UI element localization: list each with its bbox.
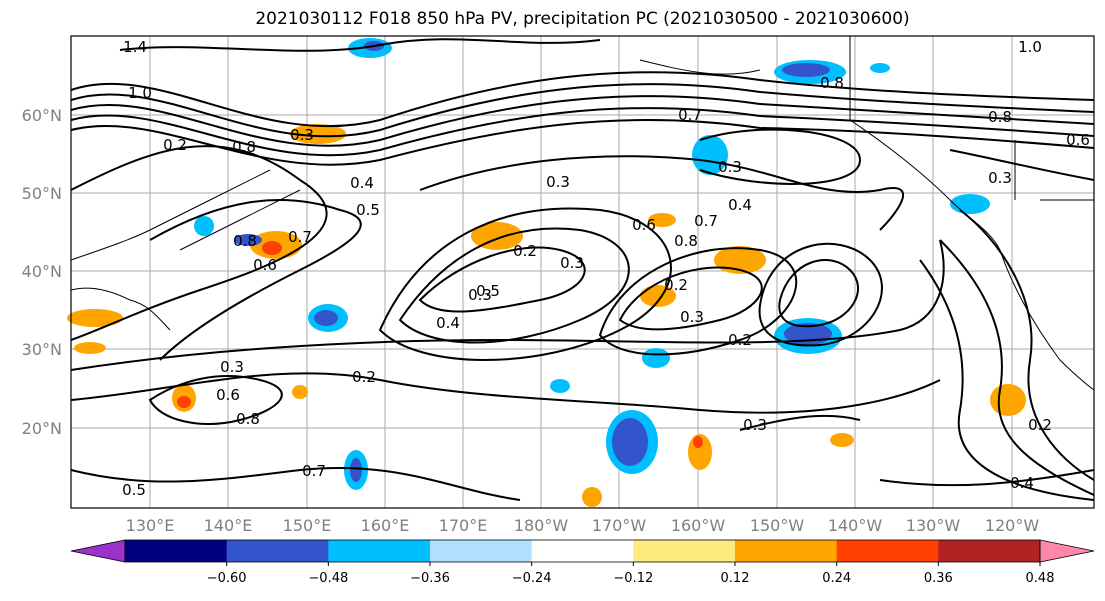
colorbar-segment — [430, 540, 533, 562]
contour-label: 1.0 — [128, 84, 152, 102]
colorbar-tick-label: −0.60 — [207, 571, 247, 586]
pv-contours — [70, 38, 1095, 501]
lon-label: 170°W — [592, 516, 647, 535]
contour-label: 0.3 — [680, 308, 704, 326]
contour-label: 0.2 — [1028, 416, 1052, 434]
colorbar-segment — [836, 540, 939, 562]
colorbar-segment — [735, 540, 838, 562]
lon-label: 160°W — [671, 516, 726, 535]
contour-label: 0.3 — [988, 169, 1012, 187]
contour-label: 0.8 — [233, 232, 257, 250]
contour-label: 0.3 — [468, 286, 492, 304]
lat-label: 20°N — [22, 419, 62, 438]
contour-label: 0.8 — [232, 138, 256, 156]
colorbar-tick-label: 0.36 — [924, 571, 953, 586]
contour-label: 0.3 — [290, 126, 314, 144]
lon-label: 150°W — [750, 516, 805, 535]
contour-label: 0.5 — [356, 201, 380, 219]
lon-label: 140°W — [828, 516, 883, 535]
colorbar-extend-max — [1039, 539, 1095, 563]
contour-label: 0.3 — [743, 416, 767, 434]
contour-label: 0.8 — [236, 410, 260, 428]
colorbar-tick-label: −0.12 — [613, 571, 653, 586]
contour-label: 0.8 — [820, 74, 844, 92]
lon-label: 120°W — [985, 516, 1040, 535]
contour-label: 1.4 — [123, 38, 147, 56]
colorbar-tick-label: −0.48 — [308, 571, 348, 586]
colorbar: −0.60 −0.48 −0.36 −0.24 −0.12 0.12 0.24 0.36 0.4… — [70, 539, 1095, 586]
contour-label: 0.5 — [122, 481, 146, 499]
lon-label: 150°E — [283, 516, 332, 535]
contour-label: 0.7 — [302, 462, 326, 480]
lon-label: 130°E — [126, 516, 175, 535]
contour-label: 0.2 — [163, 136, 187, 154]
contour-label: 0.4 — [728, 196, 752, 214]
contour-label: 1.0 — [1018, 38, 1042, 56]
contour-label: 0.7 — [678, 106, 702, 124]
contour-label: 0.3 — [220, 358, 244, 376]
colorbar-extend-min — [70, 539, 126, 563]
colorbar-tick-label: 0.12 — [721, 571, 750, 586]
colorbar-tick-label: 0.24 — [822, 571, 851, 586]
contour-label: 0.5 — [476, 282, 500, 300]
contour-label: 0.2 — [664, 276, 688, 294]
contour-label: 0.2 — [352, 368, 376, 386]
contour-label: 0.4 — [436, 314, 460, 332]
map-title: 2021030112 F018 850 hPa PV, precipitatio… — [255, 9, 910, 29]
contour-label: 0.2 — [728, 331, 752, 349]
colorbar-segment — [531, 540, 634, 562]
longitude-labels: 130°E 140°E 150°E 160°E 170°E 180°W 170°W 160°W… — [126, 516, 1040, 535]
lon-label: 130°W — [906, 516, 961, 535]
lat-label: 30°N — [22, 340, 62, 359]
colorbar-tick-label: −0.36 — [410, 571, 450, 586]
lon-label: 170°E — [439, 516, 488, 535]
lat-label: 40°N — [22, 262, 62, 281]
contour-label: 0.6 — [253, 256, 277, 274]
contour-label: 0.7 — [288, 228, 312, 246]
contour-label: 0.6 — [216, 386, 240, 404]
colorbar-segment — [125, 540, 228, 562]
contour-label: 0.4 — [350, 174, 374, 192]
lat-label: 60°N — [22, 106, 62, 125]
contour-label: 0.8 — [674, 232, 698, 250]
map-frame — [70, 35, 1095, 509]
latitude-labels: 60°N 50°N 40°N 30°N 20°N — [22, 106, 62, 438]
colorbar-segment — [938, 540, 1041, 562]
colorbar-segment — [328, 540, 431, 562]
contour-label: 0.7 — [694, 212, 718, 230]
contour-label: 0.8 — [988, 108, 1012, 126]
contour-labels: 1.4 1.0 0.8 0.3 0.2 0.4 0.5 0.6 0.7 0.8 0.3 0.6 0.8 0… — [122, 38, 1090, 499]
contour-label: 0.4 — [1010, 474, 1034, 492]
lon-label: 180°W — [514, 516, 569, 535]
colorbar-outline — [124, 539, 1041, 563]
contour-label: 0.6 — [632, 216, 656, 234]
colorbar-tick-label: 0.48 — [1026, 571, 1055, 586]
contour-label: 0.3 — [546, 173, 570, 191]
colorbar-segment — [226, 540, 329, 562]
lon-label: 140°E — [204, 516, 253, 535]
contour-label: 0.3 — [560, 254, 584, 272]
coastlines — [70, 36, 1095, 391]
colorbar-tick-label: −0.24 — [512, 571, 552, 586]
colorbar-segment — [633, 540, 736, 562]
contour-label: 0.6 — [1066, 131, 1090, 149]
lon-label: 160°E — [361, 516, 410, 535]
lat-label: 50°N — [22, 184, 62, 203]
contour-label: 0.3 — [718, 158, 742, 176]
contour-label: 0.2 — [513, 242, 537, 260]
map-background — [71, 36, 1094, 508]
